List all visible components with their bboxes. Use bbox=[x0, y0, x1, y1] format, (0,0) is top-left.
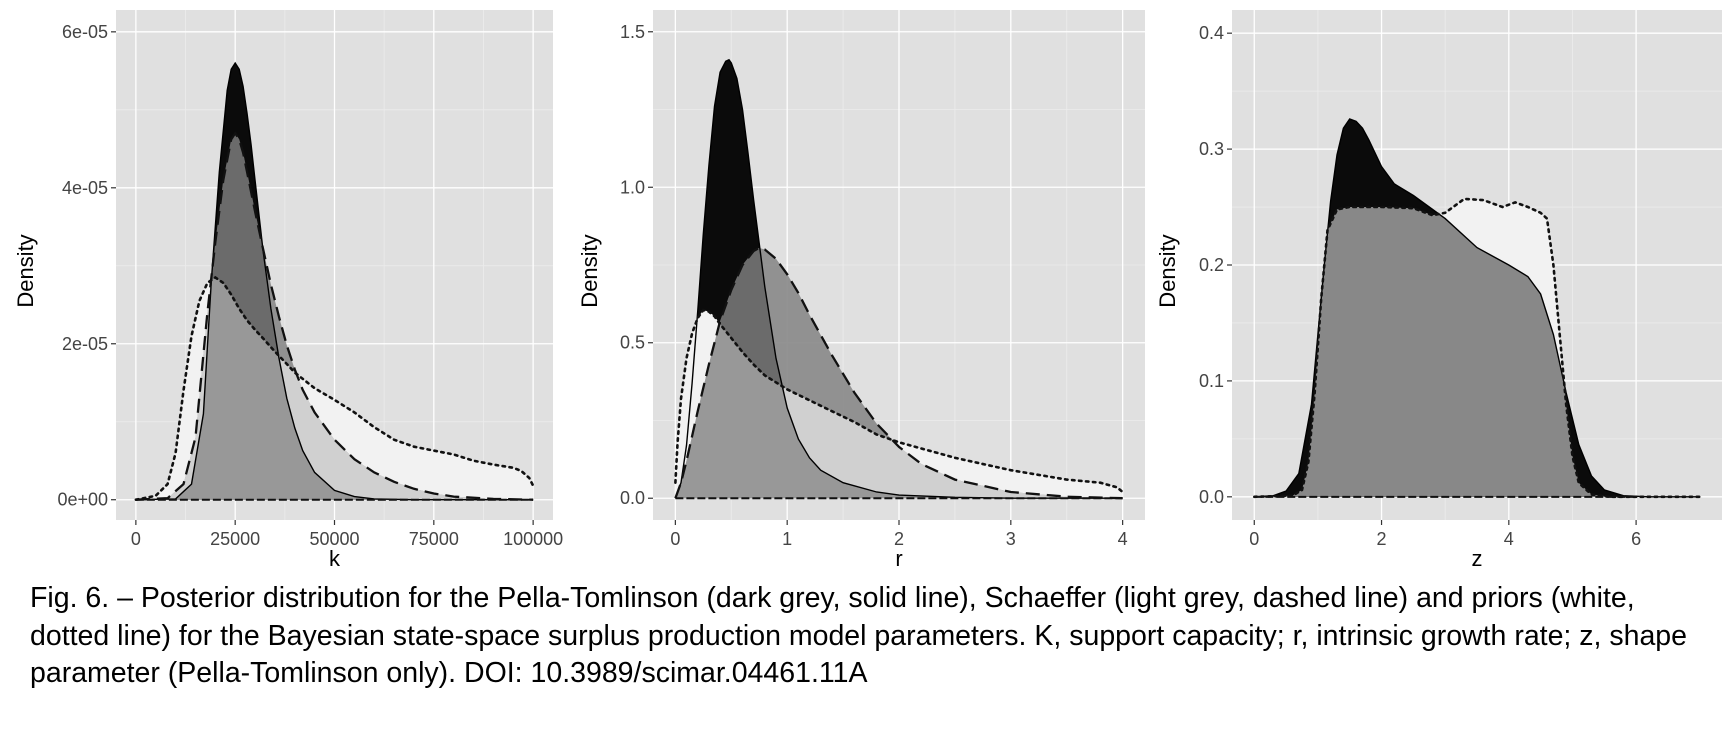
x-tick-label: 2 bbox=[1377, 529, 1387, 549]
y-tick-label: 0.4 bbox=[1199, 23, 1224, 43]
y-tick-label: 1.5 bbox=[620, 22, 645, 42]
density-line-pella-tomlinson bbox=[1254, 118, 1700, 498]
density-line-prior bbox=[1253, 197, 1701, 499]
x-tick-label: 0 bbox=[1249, 529, 1259, 549]
y-tick-label: 0.2 bbox=[1199, 255, 1224, 275]
y-tick-label: 1.0 bbox=[620, 177, 645, 197]
y-tick-label: 0.0 bbox=[1199, 487, 1224, 507]
x-tick-label: 1 bbox=[782, 529, 792, 549]
x-tick-label: 0 bbox=[131, 529, 141, 549]
density-area-overlap bbox=[1254, 198, 1700, 497]
density-area-schaeffer-prior-overlap bbox=[135, 277, 534, 500]
y-tick-label: 0.5 bbox=[620, 333, 645, 353]
density-area-schaeffer-pt-overlap bbox=[135, 133, 534, 500]
figure-caption: Fig. 6. – Posterior distribution for the… bbox=[30, 582, 1688, 689]
x-tick-label: 100000 bbox=[503, 529, 563, 549]
y-tick-label: 0.1 bbox=[1199, 371, 1224, 391]
x-tick-label: 6 bbox=[1631, 529, 1641, 549]
y-tick-label: 6e-05 bbox=[62, 22, 108, 42]
x-axis-title: k bbox=[329, 546, 341, 571]
x-axis-title: z bbox=[1472, 546, 1483, 571]
x-tick-label: 50000 bbox=[309, 529, 359, 549]
y-tick-label: 0.3 bbox=[1199, 139, 1224, 159]
y-axis-title: Density bbox=[1155, 234, 1180, 307]
density-line-schaeffer bbox=[135, 131, 534, 501]
y-axis-title: Density bbox=[577, 234, 602, 307]
x-tick-label: 75000 bbox=[409, 529, 459, 549]
panel-z: 0 2 4 6 0.0 0.1 0.2 0.3 0.4 z Density bbox=[1155, 10, 1722, 571]
panel-r: 0 1 2 3 4 0.0 0.5 1.0 1.5 r Density bbox=[577, 10, 1145, 571]
y-tick-label: 2e-05 bbox=[62, 334, 108, 354]
y-axis-title: Density bbox=[13, 234, 38, 307]
x-tick-label: 4 bbox=[1118, 529, 1128, 549]
x-axis-title: r bbox=[895, 546, 902, 571]
panel-k: 0 25000 50000 75000 100000 0e+00 2e-05 4e-05 6e-… bbox=[13, 10, 563, 571]
x-tick-label: 2 bbox=[894, 529, 904, 549]
y-tick-label: 4e-05 bbox=[62, 178, 108, 198]
density-line-prior bbox=[134, 275, 535, 501]
x-tick-label: 0 bbox=[670, 529, 680, 549]
x-tick-label: 4 bbox=[1504, 529, 1514, 549]
x-tick-label: 3 bbox=[1006, 529, 1016, 549]
y-tick-label: 0e+00 bbox=[57, 490, 108, 510]
density-line-prior bbox=[674, 308, 1124, 494]
density-line-schaeffer bbox=[674, 246, 1123, 500]
figure-panels: 0 25000 50000 75000 100000 0e+00 2e-05 4e-05 6e-… bbox=[13, 10, 1722, 571]
y-tick-label: 0.0 bbox=[620, 488, 645, 508]
density-line-pella-tomlinson bbox=[674, 58, 1123, 499]
x-tick-label: 25000 bbox=[210, 529, 260, 549]
